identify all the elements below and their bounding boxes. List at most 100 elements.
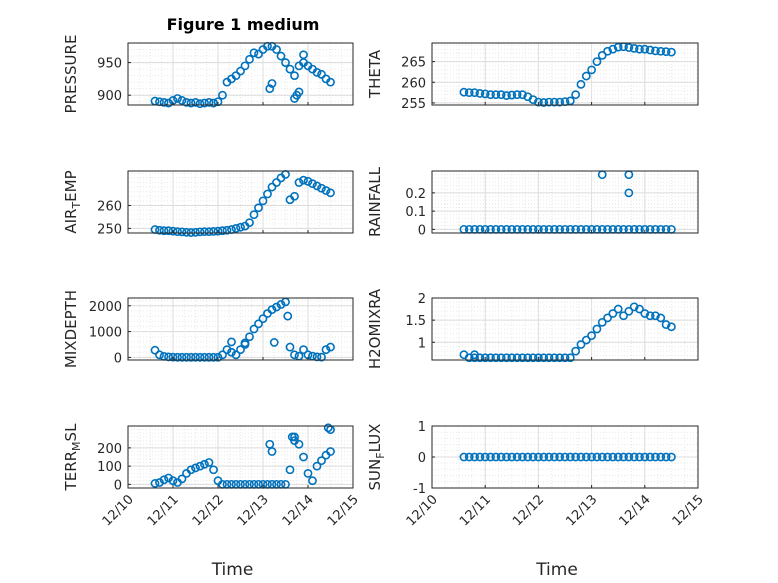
data-point: [164, 98, 173, 108]
data-point: [475, 452, 485, 462]
data-point: [640, 452, 650, 462]
data-point: [168, 476, 178, 486]
data-point: [209, 352, 218, 362]
y-tick-label: 250: [97, 222, 122, 237]
data-point: [312, 67, 322, 77]
data-point: [549, 452, 559, 462]
data-point: [204, 352, 214, 362]
axes-box: [127, 297, 354, 361]
x-tick-label: 12/11: [145, 492, 182, 529]
data-point: [597, 452, 607, 462]
data-point: [258, 314, 268, 324]
data-point: [464, 88, 474, 97]
data-point: [624, 452, 634, 462]
data-point: [204, 97, 214, 107]
data-point: [249, 210, 259, 220]
data-point: [470, 350, 479, 360]
y-tick-label: -1: [413, 482, 426, 497]
data-point: [177, 227, 187, 237]
y-tick-label: 0: [418, 223, 426, 238]
data-point: [629, 452, 639, 462]
data-point: [326, 77, 335, 87]
subplot-7: 0 100 200 TERRMSL 12/10 12/11 12/12 12/13 12/14 1…: [62, 423, 362, 580]
data-point: [317, 352, 326, 362]
data-point: [186, 352, 196, 362]
data-point: [502, 452, 511, 462]
y-tick-label: 0: [418, 451, 426, 466]
data-point: [227, 347, 236, 357]
data-point: [299, 50, 308, 60]
data-point: [267, 182, 277, 192]
data-point: [265, 84, 275, 94]
data-point: [667, 452, 676, 462]
data-point: [283, 311, 293, 321]
x-tick-label: 12/12: [510, 492, 547, 529]
data-point: [528, 452, 538, 462]
data-point: [276, 300, 286, 309]
data-point: [204, 227, 214, 237]
data-point: [222, 345, 232, 355]
data-point: [608, 452, 618, 462]
x-tick-label: 12/14: [617, 492, 654, 529]
data-point: [523, 353, 533, 363]
data-point: [285, 64, 295, 74]
subplot-6: 1 1.5 2 H2OMIXRA: [366, 288, 699, 369]
data-point: [227, 337, 236, 347]
data-point: [587, 452, 596, 462]
x-tick-label: 12/11: [457, 492, 494, 529]
data-point: [150, 345, 160, 355]
data-point: [539, 98, 549, 107]
data-point: [218, 350, 227, 360]
y-tick-label: 1000: [89, 326, 122, 341]
data-point: [656, 46, 666, 56]
data-point: [200, 227, 209, 237]
data-point: [603, 46, 612, 56]
axes-box: [431, 170, 699, 234]
subplot-5: 0 1000 2000 MIXDEPTH: [62, 290, 354, 368]
axes-box: [431, 42, 699, 106]
y-tick-label: 2000: [89, 300, 122, 315]
data-point: [249, 324, 259, 334]
data-point: [613, 304, 623, 314]
data-point: [182, 352, 191, 362]
data-point: [209, 465, 218, 475]
y-axis-label: H2OMIXRA: [366, 288, 384, 369]
data-point: [555, 97, 565, 107]
data-point: [486, 353, 495, 363]
data-point: [303, 469, 313, 478]
data-point: [619, 452, 628, 462]
data-point: [640, 309, 650, 318]
data-point: [186, 98, 196, 108]
data-point: [491, 452, 501, 462]
data-point: [317, 183, 326, 193]
data-point: [651, 311, 660, 321]
data-point: [245, 332, 254, 342]
x-tick-label: 12/10: [404, 492, 441, 529]
data-point: [656, 452, 666, 462]
data-point: [317, 69, 326, 79]
y-tick-label: 200: [97, 442, 122, 457]
data-point: [667, 47, 676, 57]
data-point: [231, 71, 241, 81]
data-markers: [459, 452, 676, 462]
data-point: [294, 87, 304, 97]
data-point: [624, 43, 634, 52]
data-point: [470, 353, 479, 363]
subplot-3: 250 260 AIRTEMP: [62, 170, 354, 237]
data-point: [195, 461, 205, 471]
data-point: [576, 340, 586, 349]
data-point: [209, 226, 218, 236]
data-point: [204, 458, 214, 467]
data-point: [321, 186, 331, 195]
x-tick-label: 12/13: [235, 492, 272, 529]
data-point: [560, 353, 570, 363]
data-point: [269, 338, 279, 347]
axes-box: [127, 170, 354, 234]
figure-title: Figure 1 medium: [167, 15, 320, 34]
data-point: [236, 222, 245, 232]
data-point: [640, 44, 650, 54]
x-tick-label: 12/15: [325, 492, 362, 529]
data-point: [539, 452, 549, 462]
data-point: [308, 179, 317, 189]
data-point: [480, 89, 490, 99]
